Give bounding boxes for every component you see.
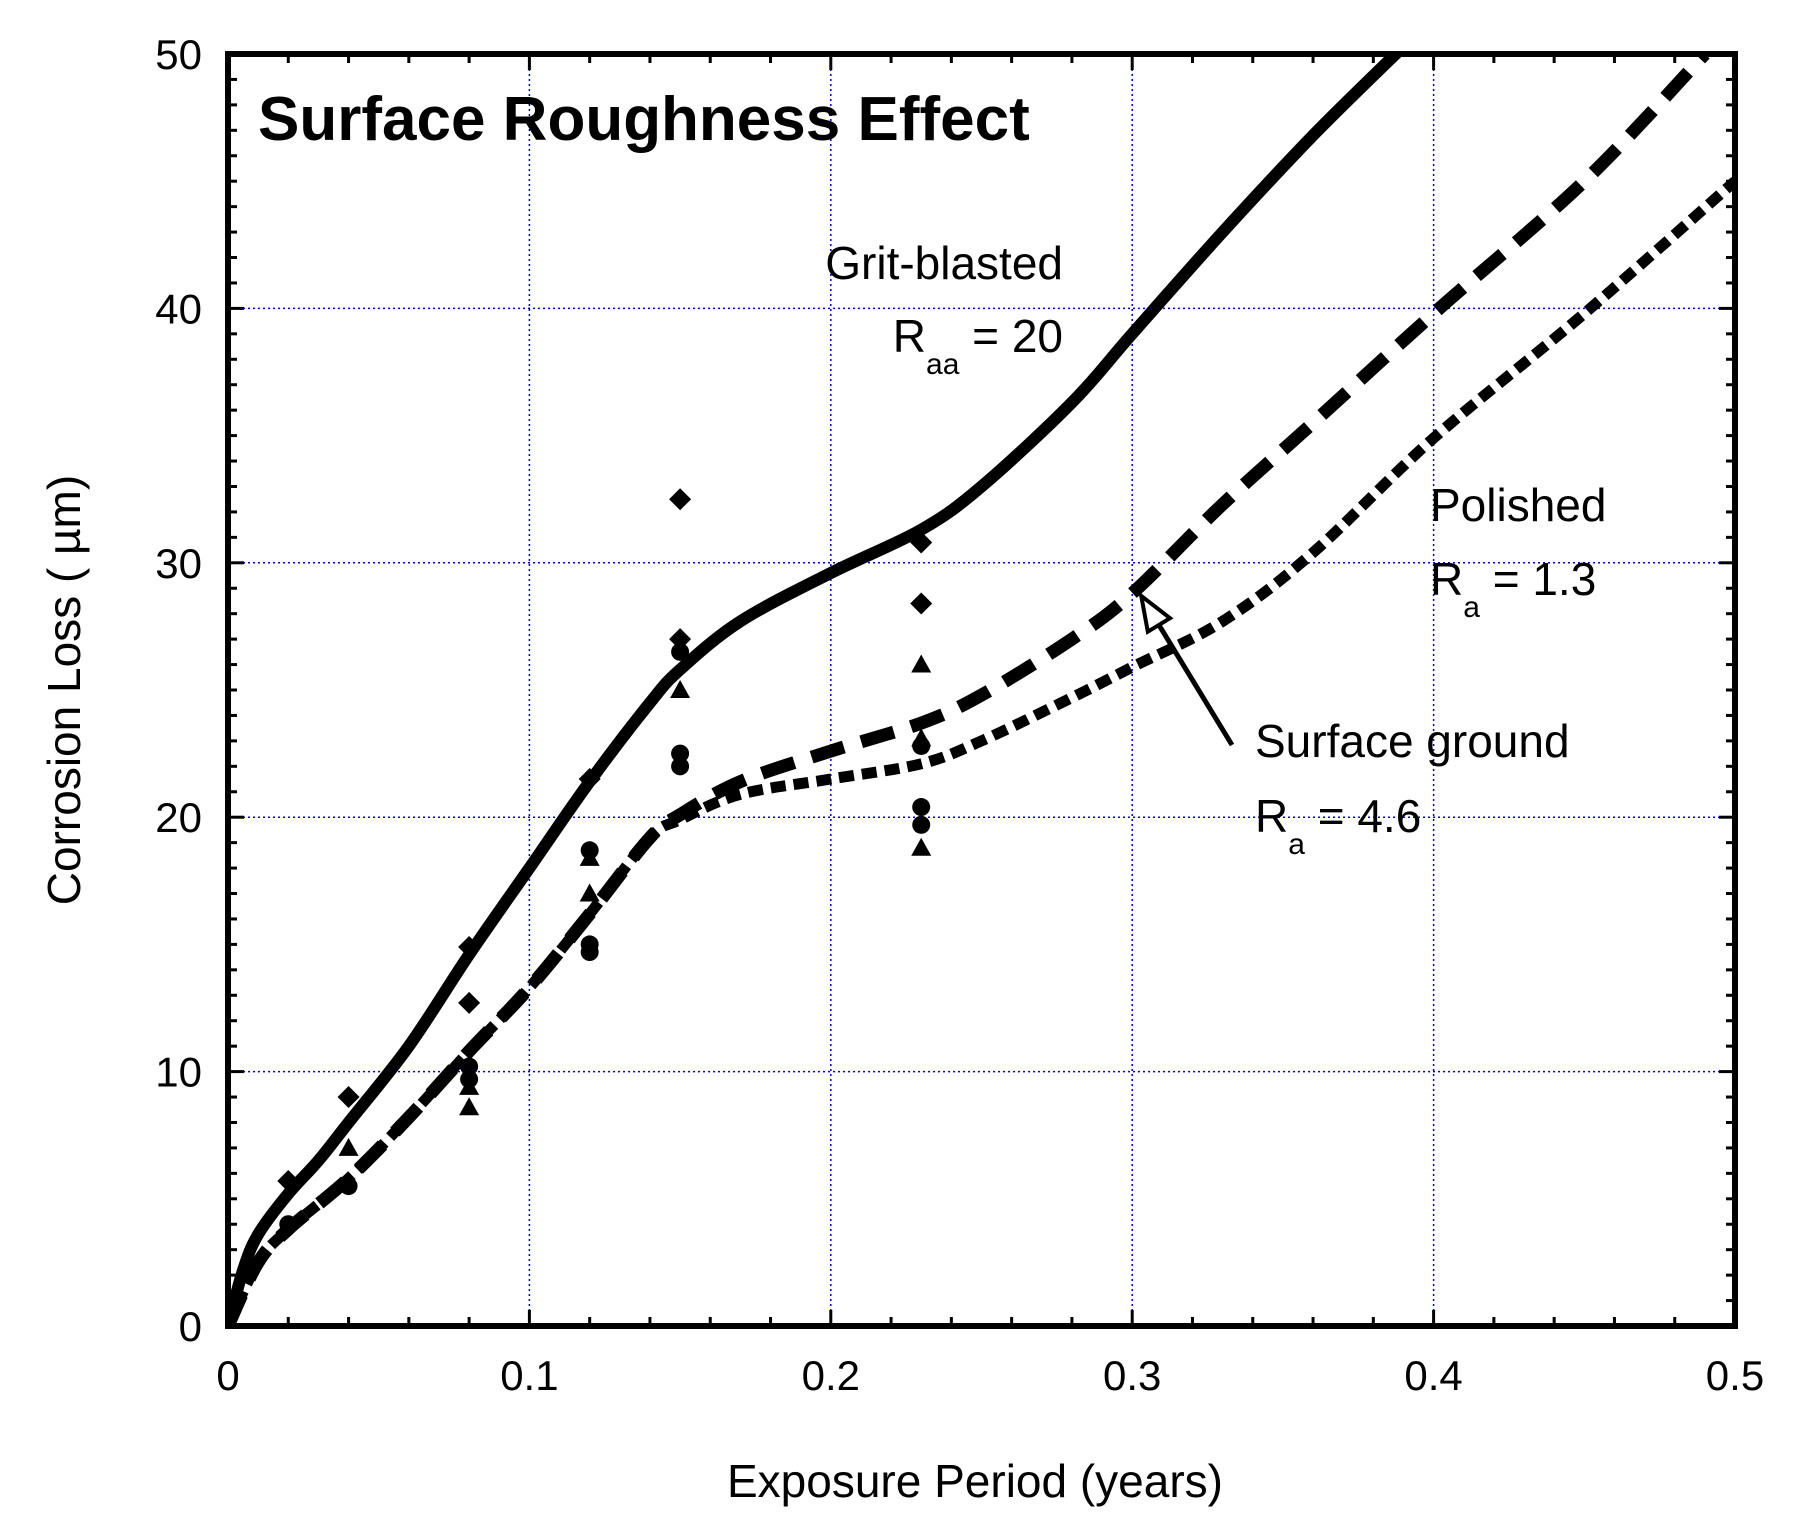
marker-circle (912, 815, 931, 834)
marker-circle (339, 1177, 358, 1196)
annotation-grit-blasted: Grit-blasted (825, 237, 1063, 289)
marker-circle (460, 1070, 479, 1089)
marker-triangle (579, 883, 600, 902)
chart-title: Surface Roughness Effect (258, 85, 1030, 154)
annotation-surface-ground: Surface ground (1255, 715, 1570, 767)
marker-triangle (911, 654, 932, 673)
x-tick-label: 0 (216, 1352, 239, 1399)
marker-diamond (578, 768, 601, 791)
marker-diamond (669, 488, 692, 511)
marker-triangle (338, 1137, 359, 1156)
y-tick-label: 20 (155, 794, 202, 841)
marker-circle (671, 757, 690, 776)
annotation-polished-roughness: Ra = 1.3 (1430, 553, 1596, 624)
x-tick-label: 0.4 (1404, 1352, 1462, 1399)
y-tick-label: 50 (155, 31, 202, 78)
series-line-polished (228, 177, 1735, 1326)
annotation-polished: Polished (1430, 479, 1606, 531)
y-tick-label: 0 (179, 1303, 202, 1350)
marker-diamond (910, 531, 933, 554)
marker-circle (912, 798, 931, 817)
marker-circle (912, 736, 931, 755)
arrow-head (1138, 591, 1174, 635)
marker-circle (671, 642, 690, 661)
series-lines (228, 54, 1735, 1326)
marker-diamond (458, 935, 481, 958)
marker-circle (580, 841, 599, 860)
marker-circle (279, 1215, 298, 1234)
x-tick-label: 0.3 (1103, 1352, 1161, 1399)
marker-triangle (911, 837, 932, 856)
marker-diamond (669, 628, 692, 651)
grid-lines (228, 54, 1735, 1326)
arrow-shaft (1156, 623, 1235, 747)
marker-circle (671, 744, 690, 763)
marker-diamond (337, 1086, 360, 1109)
x-tick-label: 0.1 (500, 1352, 558, 1399)
plot-frame (225, 51, 1738, 1329)
y-tick-label: 10 (155, 1049, 202, 1096)
y-tick-label: 40 (155, 285, 202, 332)
marker-triangle (459, 1097, 480, 1116)
marker-triangle (670, 680, 691, 698)
series-line-grit-blasted (228, 54, 1405, 1326)
annotation-surface-ground-roughness: Ra = 4.6 (1255, 790, 1421, 861)
x-tick-labels: 0 0.1 0.2 0.3 0.4 0.5 (216, 1352, 1764, 1399)
marker-circle (580, 943, 599, 962)
annotation-grit-blasted-roughness: Raa = 20 (893, 310, 1063, 381)
marker-diamond (458, 991, 481, 1014)
annotation-arrow (1138, 591, 1235, 747)
marker-diamond (277, 1169, 300, 1192)
y-tick-label: 30 (155, 540, 202, 587)
y-tick-labels: 0 10 20 30 40 50 (155, 31, 202, 1350)
marker-circle (460, 1057, 479, 1076)
data-markers (277, 488, 933, 1234)
marker-diamond (910, 592, 933, 615)
x-tick-label: 0.2 (802, 1352, 860, 1399)
x-tick-label: 0.5 (1706, 1352, 1764, 1399)
y-axis-label: Corrosion Loss ( µm) (38, 475, 90, 905)
x-axis-label: Exposure Period (years) (727, 1455, 1223, 1507)
